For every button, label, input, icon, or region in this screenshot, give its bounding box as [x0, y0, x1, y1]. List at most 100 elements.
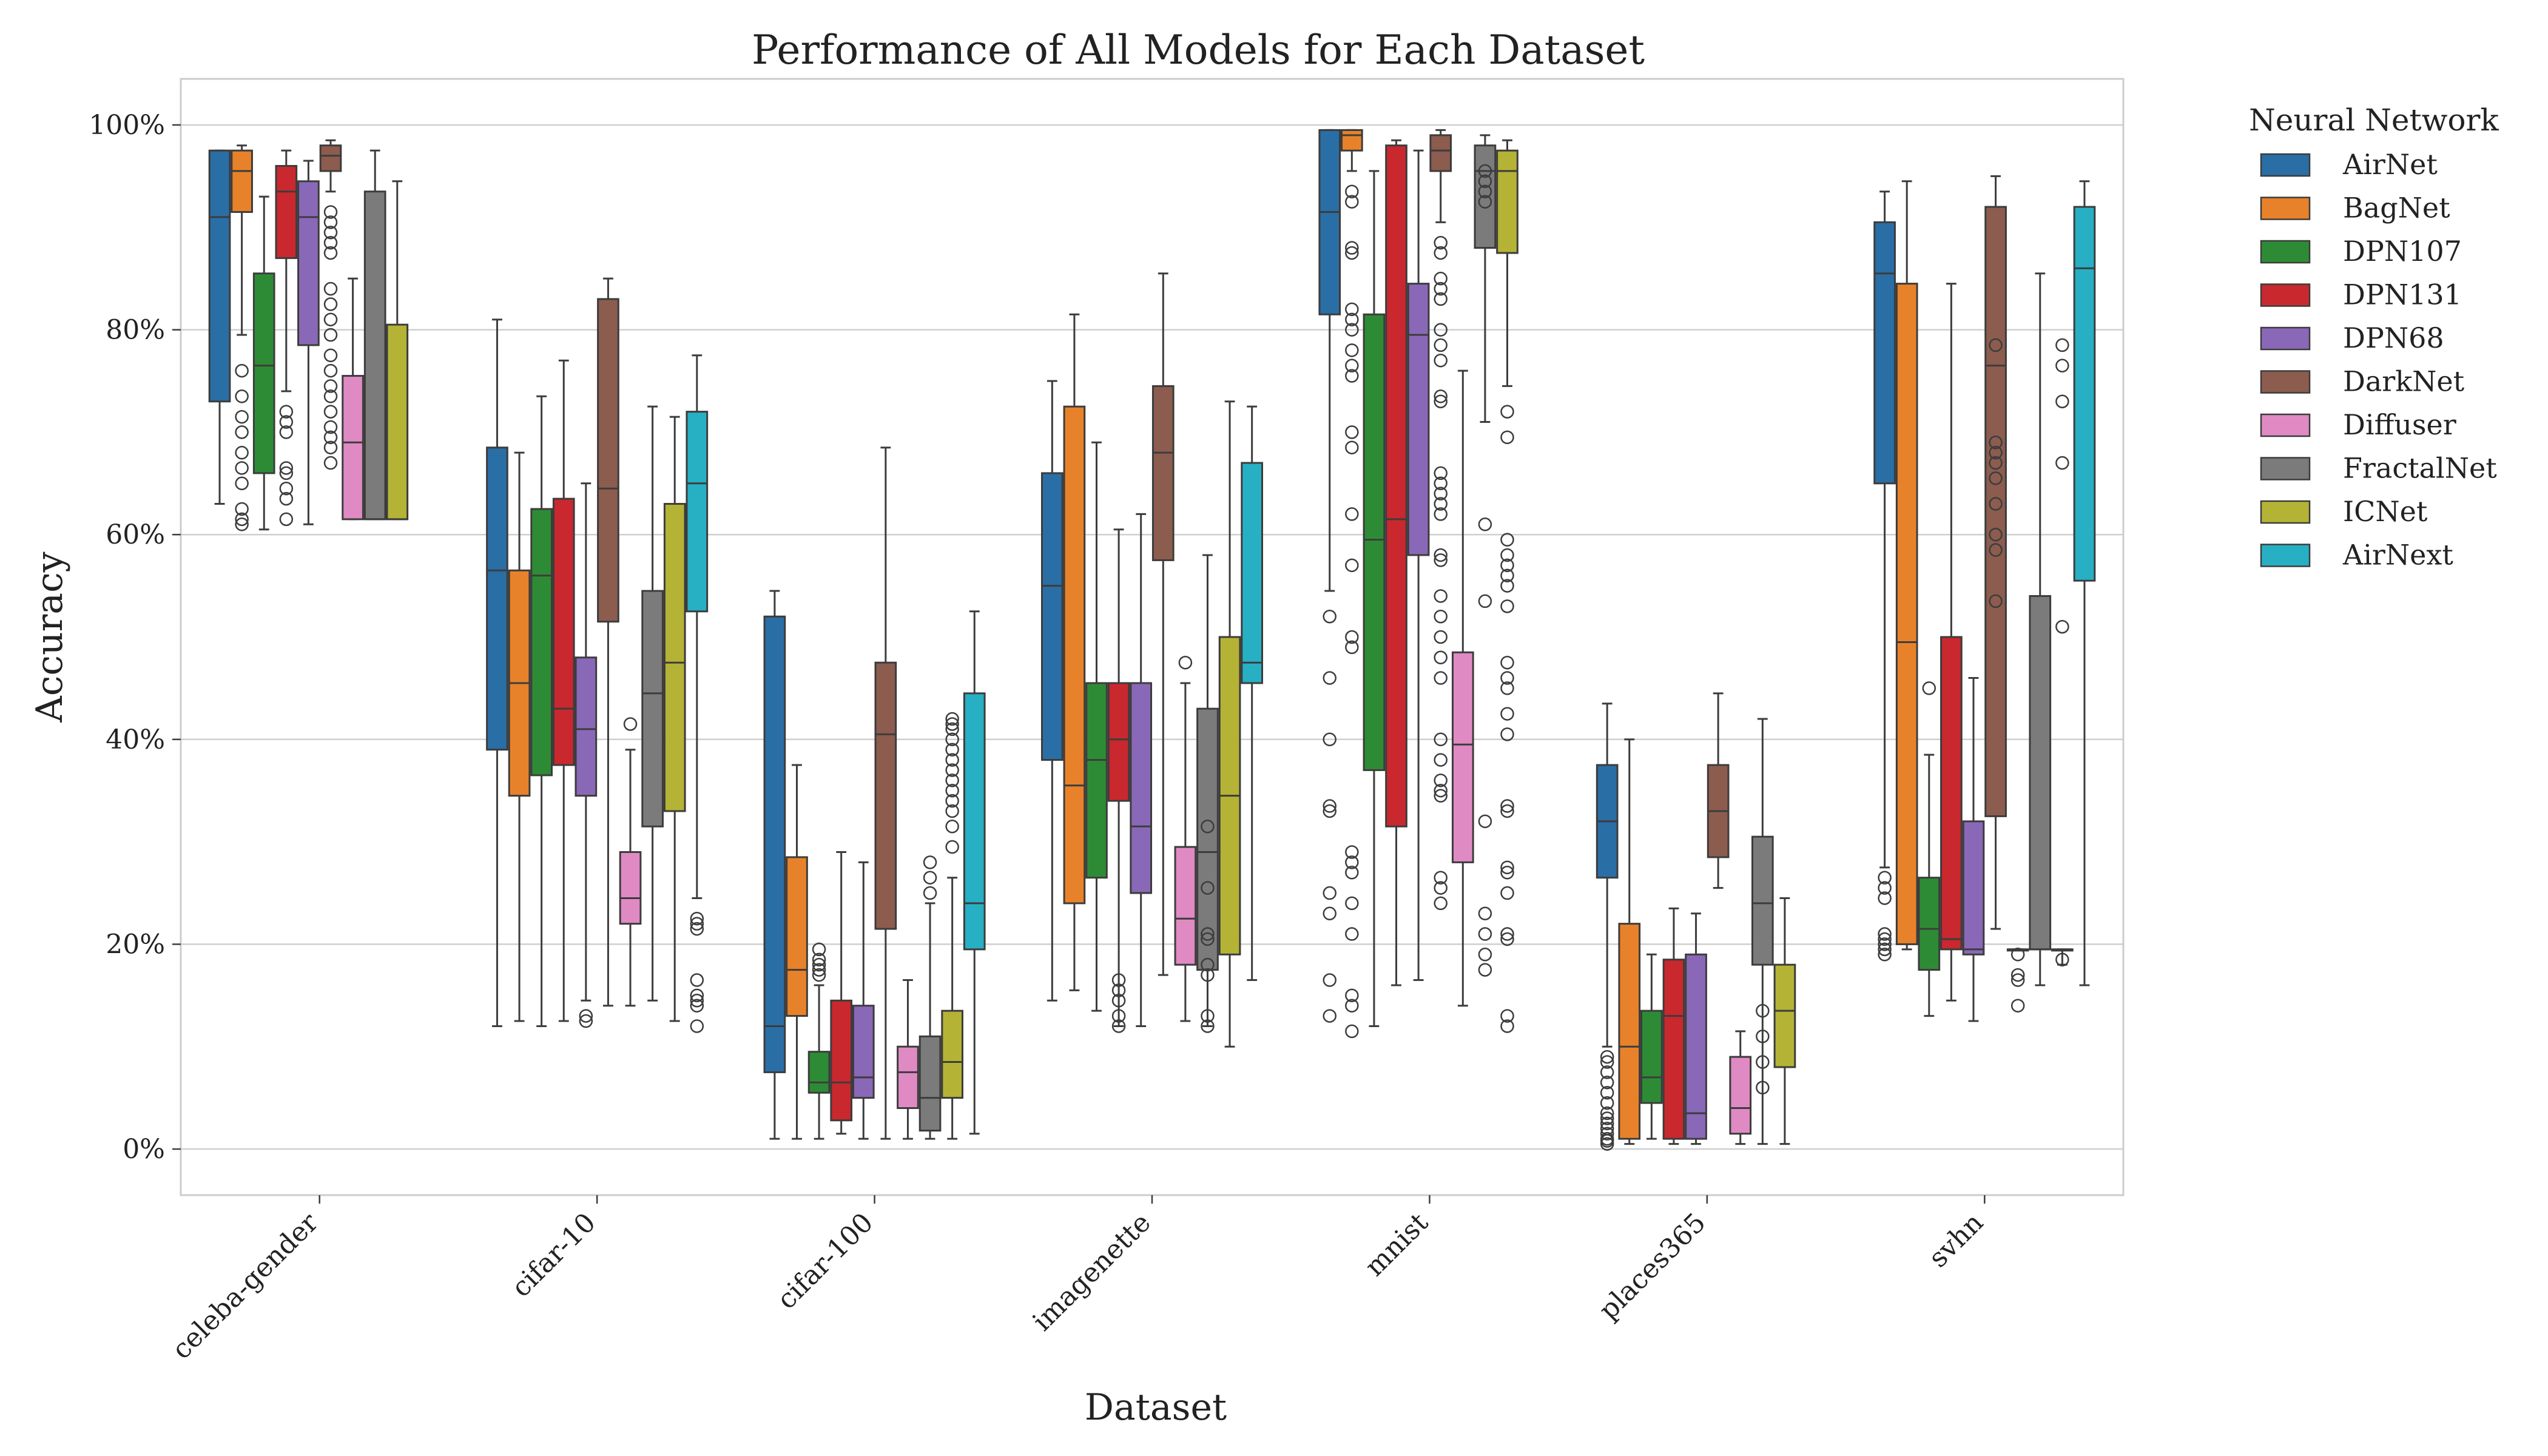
outlier-point	[1500, 860, 1514, 875]
outlier-point	[1756, 1030, 1770, 1043]
outlier-point	[1201, 932, 1215, 946]
outlier-point	[1756, 1003, 1770, 1018]
legend-item: DPN68	[2260, 322, 2444, 354]
outlier-point	[1500, 655, 1514, 670]
box-body	[941, 1009, 963, 1099]
outlier-point	[235, 517, 249, 531]
outlier-point	[1478, 195, 1492, 209]
outlier-point	[235, 502, 249, 516]
outlier-point	[235, 410, 249, 424]
legend-item: ICNet	[2260, 495, 2428, 528]
legend-item: AirNet	[2260, 148, 2438, 181]
outlier-point	[1434, 281, 1448, 296]
box-DPN131-places365	[1662, 907, 1685, 1145]
outlier-point	[1434, 394, 1448, 408]
outlier-point	[323, 312, 338, 326]
outlier-point	[1434, 389, 1448, 403]
box-BagNet-cifar-10	[508, 451, 531, 1022]
outlier-point	[1434, 466, 1448, 480]
outlier-point	[1500, 599, 1514, 613]
outlier-point	[1345, 195, 1359, 209]
y-tick-label: 40%	[106, 724, 165, 755]
box-body	[1174, 846, 1197, 966]
box-BagNet-places365	[1618, 738, 1641, 1145]
legend-swatch	[2260, 370, 2311, 394]
box-DPN131-imagenette	[1107, 528, 1130, 1033]
outlier-point	[1323, 804, 1337, 818]
outlier-point	[945, 753, 959, 767]
legend-label: AirNext	[2342, 539, 2453, 571]
outlier-point	[1345, 845, 1359, 859]
outlier-point	[1600, 1111, 1614, 1125]
outlier-point	[1201, 1009, 1215, 1023]
box-body	[1685, 953, 1707, 1140]
box-body	[1873, 221, 1896, 485]
box-AirNet-cifar-10	[486, 318, 508, 1027]
outlier-point	[690, 994, 704, 1008]
outlier-point	[1345, 312, 1359, 326]
outlier-point	[1500, 405, 1514, 419]
y-tick-label: 80%	[106, 315, 165, 346]
outlier-point	[235, 389, 249, 403]
outlier-point	[1500, 799, 1514, 813]
outlier-point	[279, 415, 294, 429]
outlier-point	[1500, 707, 1514, 721]
outlier-point	[235, 461, 249, 475]
outlier-point	[1178, 655, 1193, 670]
outlier-point	[945, 722, 959, 736]
box-AirNext-svhn	[2073, 180, 2096, 986]
box-DarkNet-places365	[1707, 692, 1730, 889]
outlier-point	[1600, 1116, 1614, 1131]
box-Diffuser-celeba-gender	[342, 277, 364, 521]
outlier-point	[323, 456, 338, 470]
box-body	[1751, 835, 1774, 966]
box-body	[552, 497, 575, 766]
box-AirNet-svhn	[1873, 190, 1896, 962]
outlier-point	[1600, 1085, 1614, 1100]
outlier-point	[1434, 353, 1448, 368]
outlier-point	[1989, 543, 2003, 557]
legend-label: DPN107	[2343, 235, 2462, 268]
box-body	[830, 999, 853, 1122]
outlier-point	[279, 405, 294, 419]
outlier-point	[1600, 1076, 1614, 1090]
outlier-point	[1500, 1009, 1514, 1023]
legend-swatch	[2260, 240, 2311, 264]
outlier-point	[1478, 174, 1492, 189]
box-body	[208, 149, 231, 403]
outlier-point	[1478, 594, 1492, 608]
outlier-point	[1323, 671, 1337, 685]
outlier-point	[1600, 1065, 1614, 1079]
outlier-point	[1434, 881, 1448, 895]
legend-item: AirNext	[2260, 539, 2453, 571]
box-Diffuser-imagenette	[1174, 655, 1197, 1022]
outlier-point	[1500, 568, 1514, 582]
box-body	[1196, 707, 1219, 971]
box-body	[1241, 462, 1264, 684]
outlier-point	[1478, 814, 1492, 829]
box-body	[1984, 206, 2007, 817]
box-FractalNet-cifar-10	[641, 405, 664, 1002]
outlier-point	[812, 942, 826, 957]
outlier-point	[1345, 343, 1359, 357]
outlier-point	[1756, 1080, 1770, 1095]
outlier-point	[1500, 548, 1514, 562]
legend-swatch	[2260, 197, 2311, 220]
outlier-point	[1500, 886, 1514, 900]
box-AirNext-cifar-10	[686, 354, 709, 1033]
outlier-point	[945, 804, 959, 818]
box-body	[897, 1045, 919, 1110]
outlier-point	[1878, 871, 1892, 885]
outlier-point	[1345, 866, 1359, 880]
outlier-point	[2010, 948, 2025, 962]
y-tick-label: 100%	[89, 110, 165, 141]
outlier-point	[1345, 558, 1359, 573]
outlier-point	[1989, 527, 2003, 542]
legend-swatch	[2260, 326, 2311, 351]
outlier-point	[1345, 988, 1359, 1003]
outlier-point	[1345, 359, 1359, 372]
box-DPN107-imagenette	[1085, 441, 1108, 1012]
box-body	[619, 851, 642, 925]
outlier-point	[323, 215, 338, 229]
